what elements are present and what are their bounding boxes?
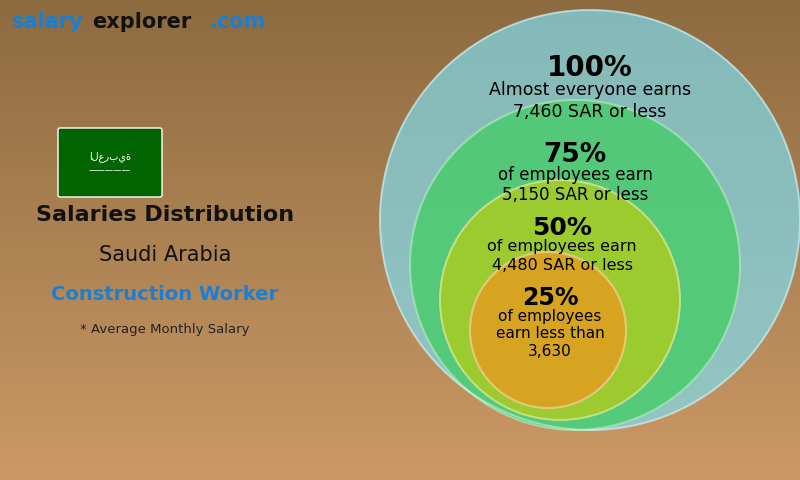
Circle shape xyxy=(380,10,800,430)
Text: 25%: 25% xyxy=(522,286,578,310)
Circle shape xyxy=(440,180,680,420)
Text: 7,460 SAR or less: 7,460 SAR or less xyxy=(514,103,666,121)
Text: of employees: of employees xyxy=(498,309,602,324)
Text: 3,630: 3,630 xyxy=(528,345,572,360)
Text: —————: ————— xyxy=(89,166,131,175)
Text: * Average Monthly Salary: * Average Monthly Salary xyxy=(80,324,250,336)
Text: 100%: 100% xyxy=(547,54,633,82)
Text: explorer: explorer xyxy=(92,12,191,32)
Text: of employees earn: of employees earn xyxy=(498,166,653,184)
Circle shape xyxy=(470,252,626,408)
Text: 75%: 75% xyxy=(543,142,606,168)
Circle shape xyxy=(410,100,740,430)
Text: 50%: 50% xyxy=(532,216,592,240)
Text: earn less than: earn less than xyxy=(496,326,604,341)
Text: Almost everyone earns: Almost everyone earns xyxy=(489,81,691,99)
Text: .com: .com xyxy=(210,12,266,32)
Text: 4,480 SAR or less: 4,480 SAR or less xyxy=(491,259,633,274)
Text: salary: salary xyxy=(12,12,84,32)
Text: 5,150 SAR or less: 5,150 SAR or less xyxy=(502,186,648,204)
Text: Construction Worker: Construction Worker xyxy=(51,286,278,304)
Text: Salaries Distribution: Salaries Distribution xyxy=(36,205,294,225)
FancyBboxPatch shape xyxy=(58,128,162,197)
Text: Saudi Arabia: Saudi Arabia xyxy=(99,245,231,265)
Text: of employees earn: of employees earn xyxy=(487,240,637,254)
Text: العربية: العربية xyxy=(89,151,131,162)
